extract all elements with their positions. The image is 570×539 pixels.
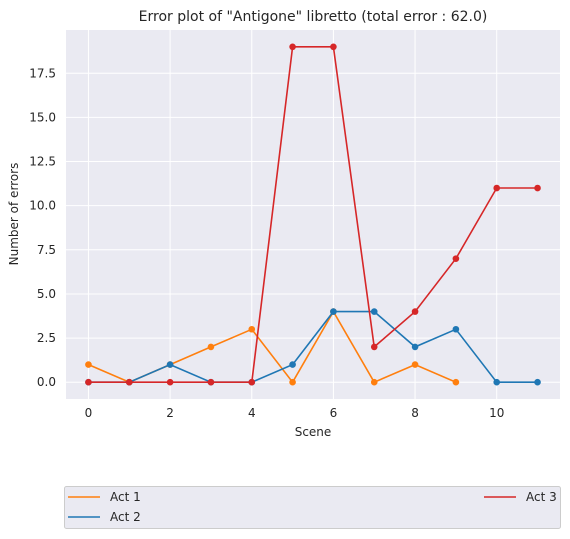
data-point <box>248 325 256 333</box>
data-point <box>370 343 378 351</box>
series-line <box>88 310 538 384</box>
y-tick-label: 12.5 <box>29 155 56 169</box>
series-layer <box>85 43 541 386</box>
data-point <box>370 378 378 386</box>
data-point <box>330 308 337 315</box>
y-tick-label: 15.0 <box>29 110 56 124</box>
data-point <box>534 378 541 386</box>
data-point <box>125 378 133 386</box>
data-point <box>85 361 92 368</box>
legend-box <box>64 486 561 529</box>
legend-label: Act 2 <box>110 510 141 524</box>
data-point <box>289 361 296 368</box>
x-tick-label: 4 <box>248 406 256 420</box>
x-axis-label: Scene <box>295 425 332 439</box>
y-tick-label: 17.5 <box>29 66 56 80</box>
x-tick-label: 8 <box>411 406 419 420</box>
y-tick-label: 7.5 <box>37 243 56 257</box>
data-point <box>330 43 337 51</box>
y-tick-label: 2.5 <box>37 331 56 345</box>
data-point <box>493 184 501 192</box>
y-tick-label: 5.0 <box>37 287 56 301</box>
legend-label: Act 3 <box>526 490 557 504</box>
data-point <box>85 378 92 386</box>
data-point <box>452 325 460 333</box>
series-line <box>88 45 538 384</box>
y-tick-label: 0.0 <box>37 375 56 389</box>
data-point <box>207 378 215 386</box>
data-point <box>452 255 460 262</box>
y-axis-label: Number of errors <box>7 163 21 266</box>
x-tick-label: 10 <box>489 406 504 420</box>
data-point <box>370 308 378 315</box>
data-point <box>166 378 174 386</box>
grid <box>66 30 560 399</box>
data-point <box>534 184 541 192</box>
series-act-3 <box>85 43 541 386</box>
ticks: 0 2 4 6 8 10 0.0 2.5 5.0 7.5 10.0 12.5 15.0 17.5 <box>29 66 504 420</box>
data-point <box>289 43 296 51</box>
data-point <box>452 378 460 386</box>
data-point <box>166 361 174 368</box>
chart-title: Error plot of "Antigone" libretto (total… <box>139 9 488 25</box>
legend: Act 1 Act 2 Act 3 <box>64 486 561 529</box>
data-point <box>411 308 419 315</box>
x-tick-label: 6 <box>330 406 338 420</box>
x-tick-label: 0 <box>85 406 93 420</box>
data-point <box>411 343 419 351</box>
data-point <box>248 378 256 386</box>
data-point <box>493 378 501 386</box>
data-point <box>411 361 419 368</box>
legend-label: Act 1 <box>110 490 141 504</box>
data-point <box>289 378 296 386</box>
y-tick-label: 10.0 <box>29 199 56 213</box>
data-point <box>207 343 215 351</box>
x-tick-label: 2 <box>166 406 174 420</box>
plot-background <box>66 30 560 399</box>
